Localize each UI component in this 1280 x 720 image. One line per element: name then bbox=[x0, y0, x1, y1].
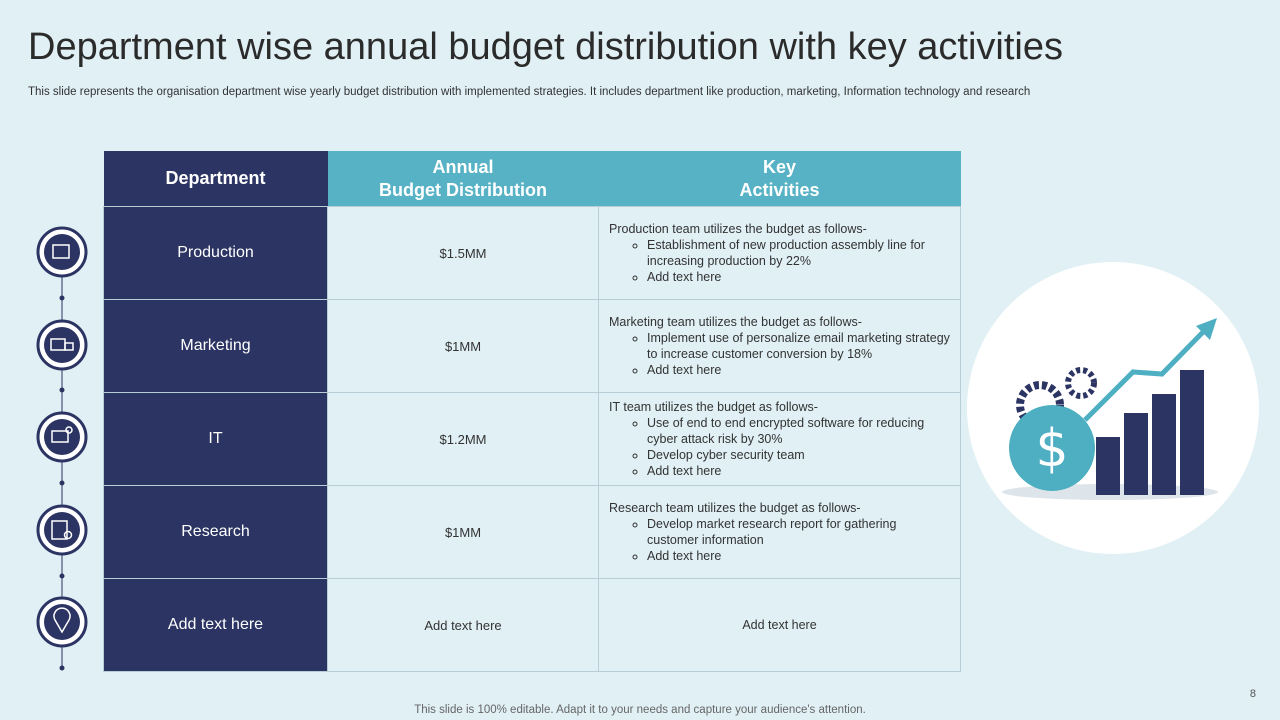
table-row: Marketing $1MM Marketing team utilizes the… bbox=[103, 299, 961, 393]
slide-subtitle: This slide represents the organisation d… bbox=[28, 86, 1031, 98]
timeline-dots bbox=[59, 295, 65, 671]
header-line: Key bbox=[762, 156, 797, 177]
activities-cell: Add text here bbox=[598, 578, 961, 672]
table-row: Add text here Add text here Add text here bbox=[103, 578, 961, 672]
header-line: Annual bbox=[432, 156, 494, 177]
budget-cell: $1.2MM bbox=[327, 392, 599, 486]
activity-item: Implement use of personalize email marke… bbox=[647, 330, 950, 362]
budget-cell: $1MM bbox=[327, 485, 599, 579]
activities-cell: Production team utilizes the budget as f… bbox=[598, 206, 961, 300]
budget-cell: $1.5MM bbox=[327, 206, 599, 300]
row-icons bbox=[36, 226, 88, 648]
budget-illustration: $ bbox=[967, 262, 1259, 554]
activity-item: Add text here bbox=[647, 548, 950, 564]
activities-list: Establishment of new production assembly… bbox=[609, 237, 950, 285]
table-row: Research $1MM Research team utilizes the b… bbox=[103, 485, 961, 579]
activity-item: Develop market research report for gathe… bbox=[647, 516, 950, 548]
table-row: Production $1.5MM Production team utilizes… bbox=[103, 206, 961, 300]
svg-text:$: $ bbox=[1035, 419, 1068, 479]
activities-cell: Research team utilizes the budget as fol… bbox=[598, 485, 961, 579]
activities-cell: IT team utilizes the budget as follows-U… bbox=[598, 392, 961, 486]
header-cell: Key Activities bbox=[598, 151, 961, 207]
header-line: Department bbox=[165, 168, 266, 188]
slide-title: Department wise annual budget distributi… bbox=[28, 26, 1063, 68]
budget-cell: $1MM bbox=[327, 299, 599, 393]
activity-item: Add text here bbox=[647, 269, 950, 285]
activity-item: Add text here bbox=[647, 463, 950, 479]
department-cell: Research bbox=[103, 485, 328, 579]
department-cell: Marketing bbox=[103, 299, 328, 393]
activities-intro: Marketing team utilizes the budget as fo… bbox=[609, 315, 862, 329]
table-row: IT $1.2MM IT team utilizes the budget as f… bbox=[103, 392, 961, 486]
header-line: Budget Distribution bbox=[379, 179, 547, 200]
footer-note: This slide is 100% editable. Adapt it to… bbox=[414, 704, 866, 716]
activities-intro: Research team utilizes the budget as fol… bbox=[609, 501, 861, 515]
activities-list: Implement use of personalize email marke… bbox=[609, 330, 950, 378]
department-cell: Add text here bbox=[103, 578, 328, 672]
department-cell: Production bbox=[103, 206, 328, 300]
activities-list: Use of end to end encrypted software for… bbox=[609, 415, 950, 479]
budget-table: Department Annual Budget Distribution Key Ac… bbox=[103, 151, 961, 672]
page-number: 8 bbox=[1249, 688, 1256, 700]
activities-intro: Production team utilizes the budget as f… bbox=[609, 222, 867, 236]
activities-list: Develop market research report for gathe… bbox=[609, 516, 950, 564]
activity-item: Use of end to end encrypted software for… bbox=[647, 415, 950, 447]
activity-item: Add text here bbox=[647, 362, 950, 378]
header-cell: Department bbox=[103, 151, 328, 207]
header-line: Activities bbox=[739, 179, 820, 200]
department-cell: IT bbox=[103, 392, 328, 486]
activity-item: Develop cyber security team bbox=[647, 447, 950, 463]
activity-item: Establishment of new production assembly… bbox=[647, 237, 950, 269]
header-row: Department Annual Budget Distribution Key Ac… bbox=[103, 151, 961, 207]
activities-intro: IT team utilizes the budget as follows- bbox=[609, 400, 818, 414]
header-cell: Annual Budget Distribution bbox=[327, 151, 599, 207]
activities-cell: Marketing team utilizes the budget as fo… bbox=[598, 299, 961, 393]
budget-cell: Add text here bbox=[327, 578, 599, 672]
